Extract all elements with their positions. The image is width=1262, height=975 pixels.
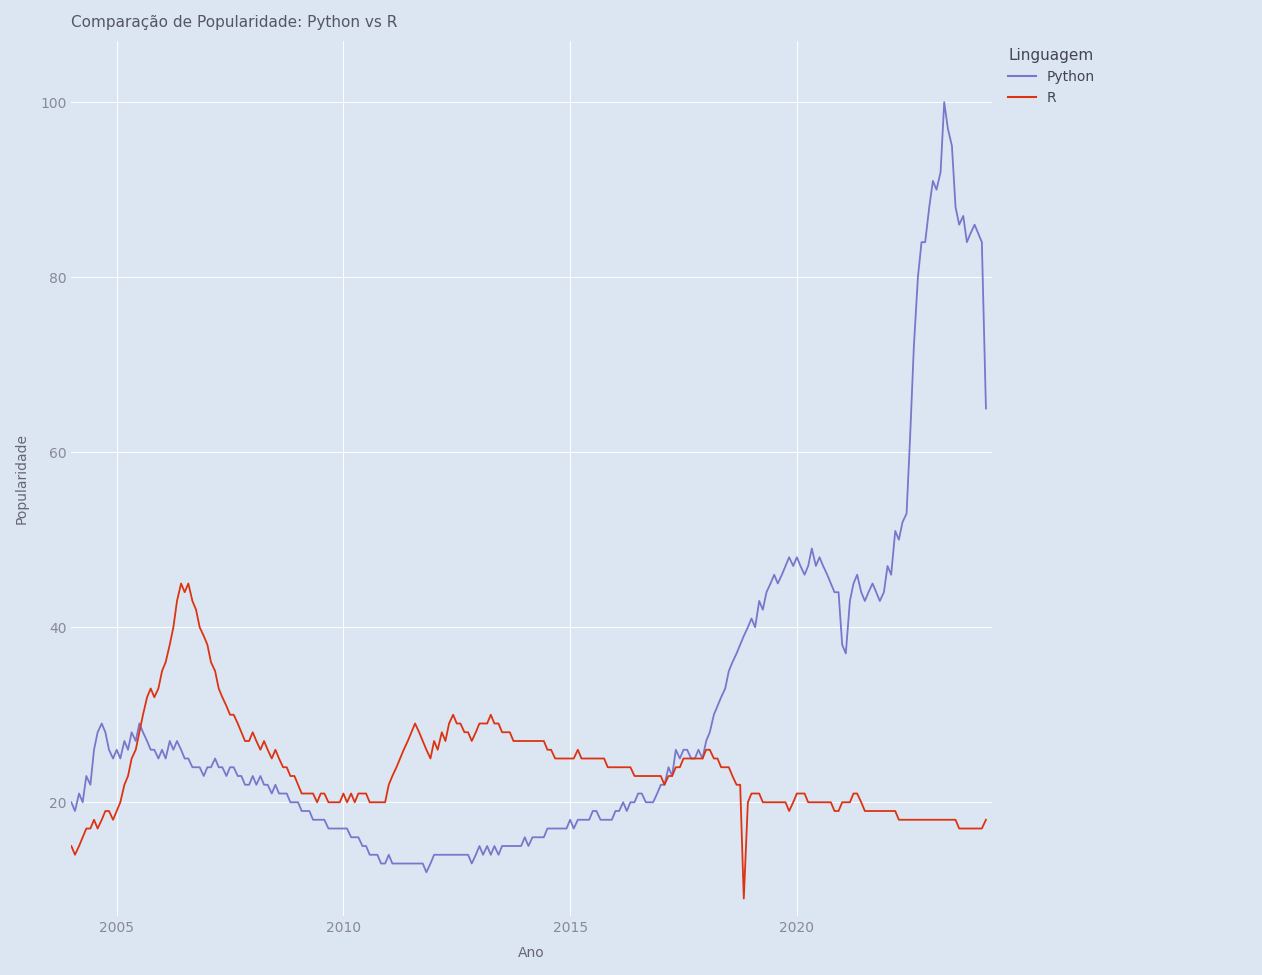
Python [506, 840, 521, 852]
Python [940, 123, 955, 135]
Legend: Python, R: Python, R [1008, 48, 1095, 104]
X-axis label: Ano: Ano [519, 946, 545, 960]
Python [978, 403, 993, 414]
R [173, 577, 188, 589]
Python [117, 735, 133, 747]
Python [64, 797, 80, 808]
Python [419, 867, 434, 878]
R [506, 735, 521, 747]
Text: Comparação de Popularidade: Python vs R: Comparação de Popularidade: Python vs R [72, 15, 398, 30]
R [64, 840, 80, 852]
Python [578, 814, 593, 826]
Line: R: R [72, 583, 986, 899]
R [480, 718, 495, 729]
Python [936, 97, 952, 108]
Python [480, 840, 495, 852]
Python [370, 849, 385, 861]
R [374, 797, 389, 808]
Line: Python: Python [72, 102, 986, 873]
R [736, 893, 751, 905]
R [978, 814, 993, 826]
R [117, 779, 133, 791]
R [578, 753, 593, 764]
Y-axis label: Popularidade: Popularidade [15, 433, 29, 524]
R [940, 814, 955, 826]
